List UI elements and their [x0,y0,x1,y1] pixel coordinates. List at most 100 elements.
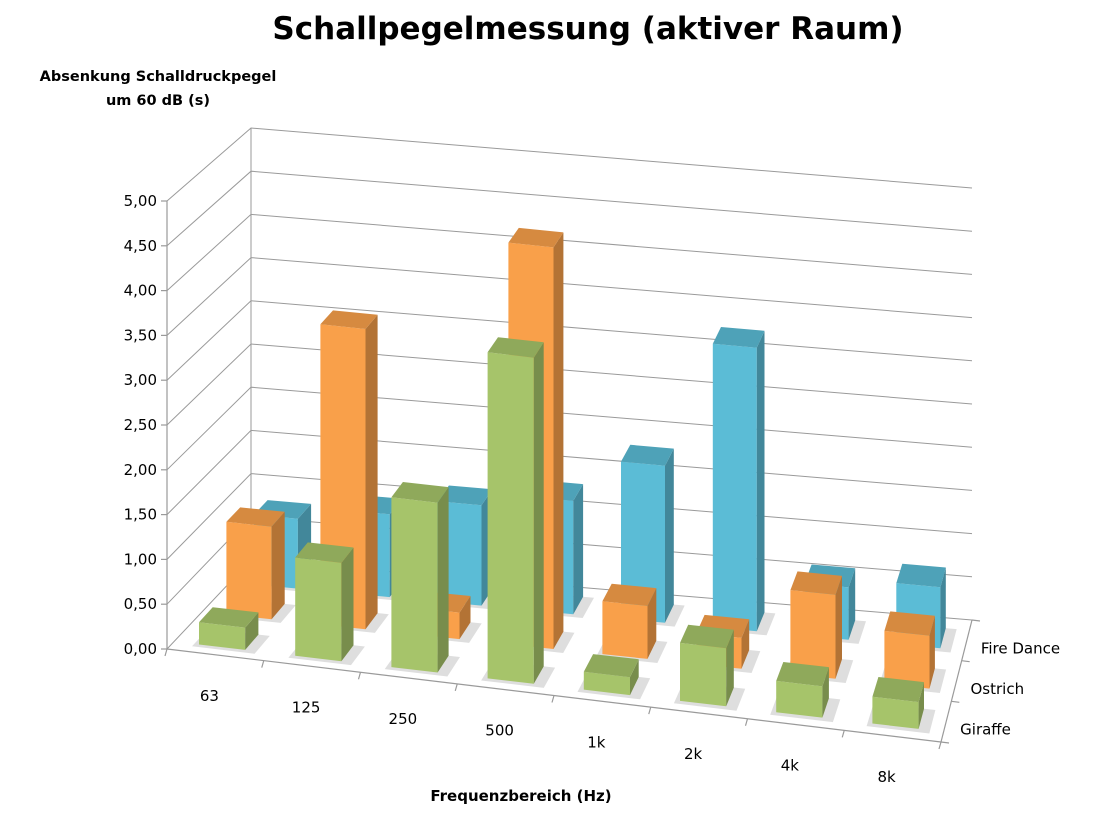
bar-front-face [621,461,665,623]
bar-side-face [245,612,259,650]
bar-front-face [295,557,342,662]
x-tick-mark [744,718,749,726]
series-label: Fire Dance [981,639,1060,657]
bar-top-face [320,310,378,329]
bar-side-face [647,588,657,659]
bar-front-face [487,352,534,684]
y-tick-label: 5,00 [124,192,157,210]
y-tick-label: 0,00 [124,640,157,658]
gridline [166,343,973,426]
bar-top-face [508,227,564,248]
bar-front-face [199,622,246,650]
bar-front-face [776,680,823,718]
bar-side-face [573,484,584,615]
bar [219,507,296,623]
bar [770,662,841,723]
depth-tick-mark [951,700,960,703]
bar-top-face [391,482,449,503]
x-axis-label: Frequenzbereich (Hz) [430,787,611,805]
x-tick-mark [261,660,265,668]
x-tick-mark [454,683,458,692]
bar-front-face [884,630,930,689]
bar-top-face [680,624,734,649]
depth-tick-mark [961,660,970,663]
bar-side-face [365,314,378,630]
bar-front-face [583,671,630,696]
gridline [166,386,973,471]
x-tick-mark [164,648,168,657]
x-tick-mark [357,672,362,680]
plot-area: 0,00 0,50 1,00 1,50 2,00 2,50 3,00 3,50 4,00 4,50… [124,127,1060,786]
x-tick-label: 1k [587,733,606,751]
y-tick-label: 4,00 [124,282,157,300]
bar-top-face [896,563,946,588]
y-tick-label: 2,50 [124,416,157,434]
bar [706,327,776,636]
y-tick-label: 2,00 [124,461,157,479]
bar-front-face [712,343,757,632]
bar-top-face [226,507,285,527]
bar-top-face [884,611,935,636]
bar [673,624,746,711]
y-axis-label-line-1: Absenkung Schalldruckpegel [40,69,277,85]
x-tick-label: 500 [485,722,514,740]
bar [481,337,556,688]
bar-top-face [295,542,354,563]
bar-side-face [940,567,946,649]
bar-front-face [790,590,836,679]
bar-top-face [712,327,765,348]
bar-top-face [790,571,842,595]
x-tick-label: 125 [292,698,321,716]
bar-side-face [741,619,750,669]
gridline [166,127,973,202]
x-tick-label: 4k [781,757,800,775]
bar-top-face [602,583,657,606]
x-tick-label: 8k [878,768,897,786]
bar-side-face [459,596,471,640]
bar-side-face [726,629,734,707]
bar-side-face [437,487,449,673]
bar [384,482,460,677]
bar-side-face [822,667,829,718]
bar-front-face [391,497,438,673]
bar [596,583,668,663]
bar-side-face [665,448,674,623]
y-tick-label: 3,50 [124,326,157,344]
x-tick-label: 2k [684,745,703,763]
bar [192,607,270,654]
y-tick-label: 0,50 [124,595,157,613]
bar-top-face [583,654,639,678]
y-tick-label: 4,50 [124,237,157,255]
bar-top-face [437,485,493,506]
series-label: Giraffe [960,721,1011,739]
bar-front-face [680,642,727,707]
bar-front-face [226,521,272,620]
x-tick-label: 63 [200,687,219,705]
y-axis-label-line-2: um 60 dB (s) [106,93,210,109]
gridline [166,170,973,247]
bar-front-face [602,601,648,659]
bar-top-face [199,607,259,628]
bar-side-face [341,547,354,662]
bar [577,654,651,700]
bar-top-face [776,662,829,687]
gridline [166,213,973,291]
bar-top-face [872,677,924,703]
x-tick-mark [648,706,652,715]
y-tick-label: 1,50 [124,506,157,524]
x-tick-mark [841,730,845,738]
bar-side-face [835,575,842,679]
gridline [166,300,973,381]
bar-side-face [271,511,285,620]
bar-side-face [848,568,856,640]
depth-tick-mark [971,619,981,622]
bar-side-face [553,232,564,649]
bar-top-face [487,337,544,358]
bar-side-face [630,659,639,696]
bar-front-face [872,696,919,729]
bar [866,677,936,734]
bar-side-face [918,682,924,729]
bar-top-face [621,444,674,466]
depth-tick-mark [940,741,950,744]
